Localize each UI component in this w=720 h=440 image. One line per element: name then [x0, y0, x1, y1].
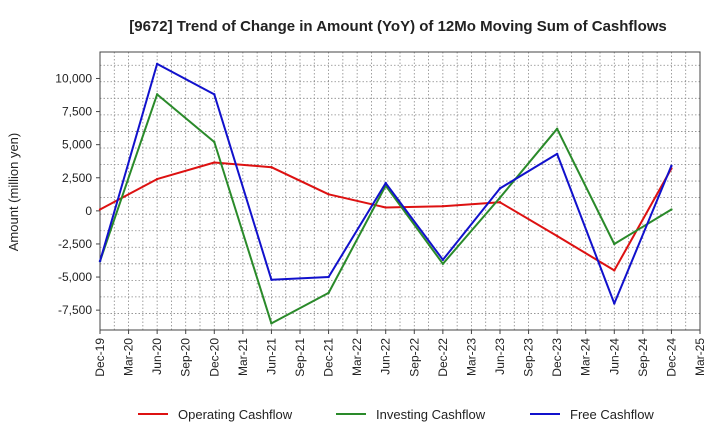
data-point-free-cashflow — [670, 164, 673, 168]
data-point-operating-cashflow — [98, 208, 102, 211]
y-axis-label: Amount (million yen) — [6, 133, 21, 252]
data-point-investing-cashflow — [327, 291, 330, 295]
y-tick-label: 0 — [85, 204, 92, 218]
data-point-operating-cashflow — [155, 177, 159, 181]
y-tick-label: 10,000 — [55, 71, 92, 85]
y-tick-label: -7,500 — [58, 303, 92, 317]
x-tick-label: Sep-24 — [636, 338, 650, 377]
x-tick-label: Jun-21 — [264, 338, 278, 375]
y-tick-label: 5,000 — [62, 138, 92, 152]
y-tick-label: 2,500 — [62, 171, 92, 185]
data-point-investing-cashflow — [498, 196, 502, 199]
y-tick-label: -5,000 — [58, 270, 92, 284]
y-tick-label: 7,500 — [62, 105, 92, 119]
data-point-free-cashflow — [555, 152, 559, 156]
data-point-operating-cashflow — [555, 234, 559, 238]
data-point-investing-cashflow — [613, 242, 616, 246]
data-point-operating-cashflow — [384, 206, 387, 209]
x-tick-label: Sep-22 — [407, 338, 421, 377]
x-tick-label: Sep-23 — [522, 338, 536, 377]
data-point-free-cashflow — [213, 93, 216, 96]
data-point-free-cashflow — [270, 278, 273, 281]
y-axis: 10,000 7,500 5,000 2,500 0 -2,500 -5,000 -7,500 — [55, 71, 100, 317]
x-tick-label: Mar-20 — [122, 338, 136, 376]
x-tick-label: Dec-23 — [550, 338, 564, 377]
x-tick-label: Dec-21 — [322, 338, 336, 377]
plot-border — [99, 51, 701, 331]
data-point-free-cashflow — [441, 258, 445, 262]
data-point-free-cashflow — [613, 302, 616, 305]
x-tick-label: Mar-25 — [693, 338, 707, 376]
data-point-operating-cashflow — [270, 165, 273, 169]
x-tick-label: Dec-19 — [93, 338, 107, 377]
data-point-investing-cashflow — [155, 93, 159, 96]
data-point-investing-cashflow — [441, 262, 445, 266]
x-tick-label: Dec-22 — [436, 338, 450, 377]
series-line-investing-cashflow — [99, 93, 672, 325]
data-point-free-cashflow — [155, 62, 159, 66]
x-tick-label: Jun-23 — [493, 338, 507, 375]
x-tick-label: Dec-24 — [664, 338, 678, 377]
chart-title: [9672] Trend of Change in Amount (YoY) o… — [129, 18, 667, 35]
data-point-investing-cashflow — [213, 140, 216, 144]
x-tick-label: Jun-22 — [379, 338, 393, 375]
x-tick-label: Mar-22 — [350, 338, 364, 376]
legend-label-operating-cashflow: Operating Cashflow — [178, 407, 293, 422]
x-tick-label: Jun-24 — [607, 338, 621, 375]
x-tick-label: Jun-20 — [150, 338, 164, 375]
grid — [99, 52, 701, 330]
data-point-operating-cashflow — [213, 161, 216, 164]
data-point-investing-cashflow — [555, 127, 559, 130]
series-lines — [98, 62, 673, 325]
x-tick-label: Mar-23 — [464, 338, 478, 376]
x-axis: Dec-19 Mar-20 Jun-20 Sep-20 Dec-20 Mar-21 Jun-… — [93, 330, 707, 377]
y-tick-label: -2,500 — [58, 237, 92, 251]
legend-label-free-cashflow: Free Cashflow — [570, 407, 654, 422]
x-tick-label: Sep-20 — [179, 338, 193, 377]
plot-area — [99, 51, 701, 331]
legend: Operating Cashflow Investing Cashflow Free… — [138, 407, 654, 422]
data-point-free-cashflow — [98, 259, 102, 263]
data-point-investing-cashflow — [270, 322, 273, 325]
data-point-operating-cashflow — [613, 269, 616, 272]
data-point-free-cashflow — [327, 275, 330, 279]
data-point-investing-cashflow — [670, 208, 673, 211]
x-tick-label: Mar-21 — [236, 338, 250, 376]
data-point-operating-cashflow — [327, 193, 330, 196]
x-tick-label: Dec-20 — [207, 338, 221, 377]
legend-label-investing-cashflow: Investing Cashflow — [376, 407, 486, 422]
data-point-free-cashflow — [498, 187, 502, 190]
data-point-operating-cashflow — [498, 201, 502, 204]
x-tick-label: Mar-24 — [579, 338, 593, 376]
data-point-free-cashflow — [384, 181, 387, 185]
x-tick-label: Sep-21 — [293, 338, 307, 377]
data-point-operating-cashflow — [441, 205, 445, 208]
